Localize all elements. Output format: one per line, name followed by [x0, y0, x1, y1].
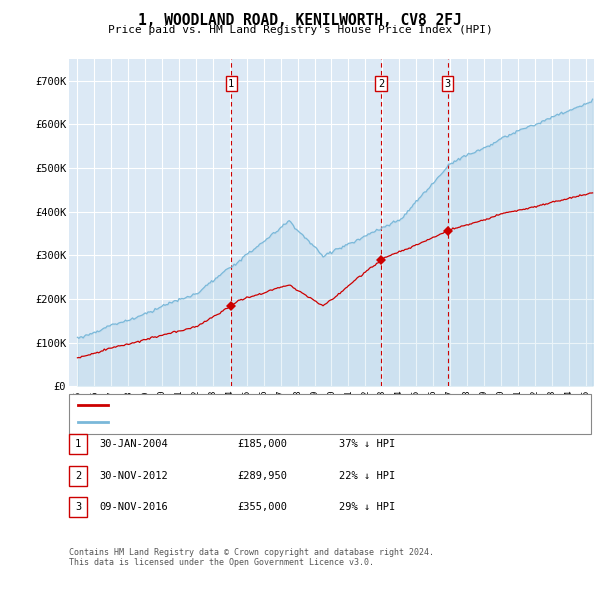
Text: 37% ↓ HPI: 37% ↓ HPI [339, 439, 395, 448]
Text: £185,000: £185,000 [237, 439, 287, 448]
Text: Price paid vs. HM Land Registry's House Price Index (HPI): Price paid vs. HM Land Registry's House … [107, 25, 493, 35]
Text: 2: 2 [75, 471, 81, 480]
Text: 30-JAN-2004: 30-JAN-2004 [99, 439, 168, 448]
Text: 2: 2 [378, 78, 384, 88]
Text: £289,950: £289,950 [237, 471, 287, 480]
Text: 29% ↓ HPI: 29% ↓ HPI [339, 503, 395, 512]
Text: 1: 1 [75, 439, 81, 448]
Text: 3: 3 [75, 503, 81, 512]
Text: HPI: Average price, detached house, Warwick: HPI: Average price, detached house, Warw… [114, 417, 367, 427]
Text: 1, WOODLAND ROAD, KENILWORTH, CV8 2FJ (detached house): 1, WOODLAND ROAD, KENILWORTH, CV8 2FJ (d… [114, 400, 431, 410]
Text: 09-NOV-2016: 09-NOV-2016 [99, 503, 168, 512]
Text: 30-NOV-2012: 30-NOV-2012 [99, 471, 168, 480]
Text: This data is licensed under the Open Government Licence v3.0.: This data is licensed under the Open Gov… [69, 558, 374, 567]
Text: 1: 1 [228, 78, 235, 88]
Text: 3: 3 [445, 78, 451, 88]
Text: 22% ↓ HPI: 22% ↓ HPI [339, 471, 395, 480]
Text: Contains HM Land Registry data © Crown copyright and database right 2024.: Contains HM Land Registry data © Crown c… [69, 548, 434, 556]
Text: £355,000: £355,000 [237, 503, 287, 512]
Text: 1, WOODLAND ROAD, KENILWORTH, CV8 2FJ: 1, WOODLAND ROAD, KENILWORTH, CV8 2FJ [138, 13, 462, 28]
